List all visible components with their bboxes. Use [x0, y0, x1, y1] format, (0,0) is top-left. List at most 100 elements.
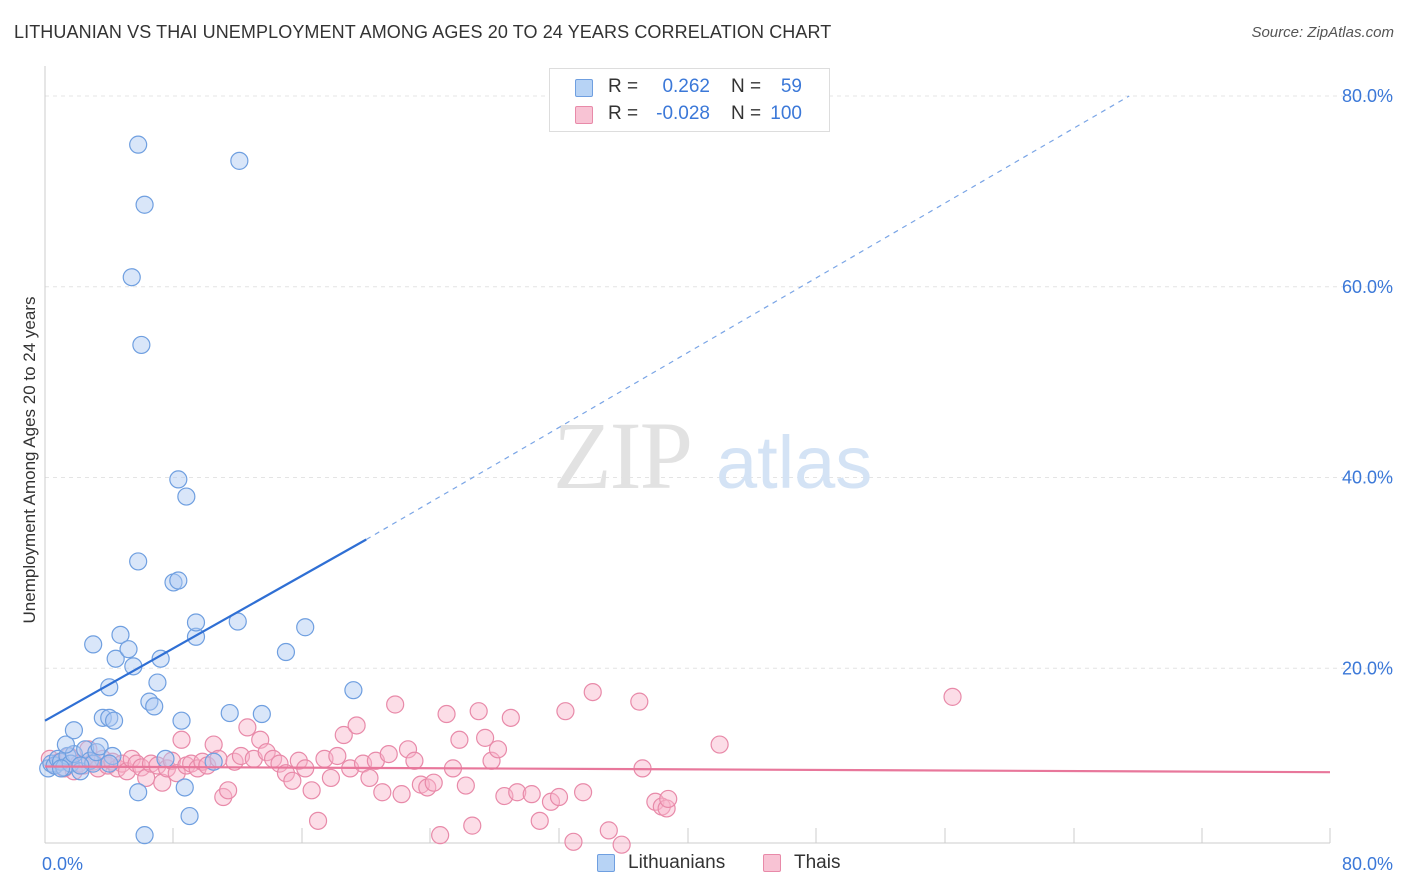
legend-r-value: -0.028: [656, 103, 710, 124]
chart-title: LITHUANIAN VS THAI UNEMPLOYMENT AMONG AG…: [14, 22, 832, 42]
thai-point: [450, 730, 469, 749]
thai-point: [392, 785, 411, 804]
lithuanian-point: [132, 335, 151, 355]
lithuanian-point: [100, 708, 119, 727]
thai-point: [238, 718, 257, 737]
bottom-legend-label-thais: Thais: [794, 852, 841, 873]
lithuanian-trend-dashed: [365, 95, 1130, 541]
thai-point: [564, 832, 583, 851]
y-tick-label: 80.0%: [1342, 86, 1393, 106]
lithuanian-point: [100, 754, 119, 773]
thai-point: [659, 789, 678, 809]
lithuanian-point: [106, 649, 125, 668]
thai-point: [943, 687, 962, 706]
watermark: ZIP atlas: [553, 402, 872, 509]
thai-point: [386, 695, 405, 714]
x-tick-label: 80.0%: [1342, 854, 1393, 874]
legend-swatch-lithuanians: [575, 79, 593, 97]
lithuanian-point: [151, 649, 170, 668]
legend-r-label: R =: [608, 103, 639, 124]
lithuanian-point: [56, 735, 75, 754]
lithuanian-point: [129, 135, 148, 154]
lithuanian-point: [90, 737, 109, 756]
thai-point: [153, 773, 172, 792]
thai-point: [219, 781, 238, 800]
lithuanian-point: [104, 711, 124, 730]
thai-point: [488, 740, 508, 759]
lithuanian-point: [64, 721, 84, 740]
watermark-atlas: atlas: [716, 421, 872, 504]
legend-n-value: 100: [770, 103, 802, 124]
thai-trend-line: [44, 765, 1331, 774]
grid-lines: [45, 95, 1392, 669]
thai-point: [630, 692, 649, 711]
lithuanian-point: [169, 470, 188, 489]
lithuanian-point: [204, 752, 223, 771]
thai-point: [276, 764, 296, 783]
thai-point: [334, 725, 353, 745]
thai-point: [657, 799, 676, 818]
thai-point: [373, 783, 392, 802]
thai-point: [501, 708, 520, 727]
lithuanian-point: [51, 759, 71, 778]
thai-point: [522, 785, 541, 804]
lithuanian-point: [175, 778, 194, 797]
thai-point: [347, 716, 366, 735]
legend-n-label: N =: [731, 76, 762, 97]
legend-r-value: 0.262: [662, 76, 710, 97]
lithuanian-point: [148, 673, 167, 692]
lithuanian-point: [344, 681, 363, 700]
legend-n-value: 59: [780, 76, 802, 97]
thai-point: [172, 730, 191, 749]
thai-point: [508, 783, 527, 802]
lithuanian-point: [135, 195, 154, 214]
y-axis-label: Unemployment Among Ages 20 to 24 years: [20, 296, 39, 624]
lithuanian-point: [220, 703, 239, 723]
thai-point: [308, 811, 328, 830]
y-tick-label: 40.0%: [1342, 468, 1393, 488]
watermark-zip: ZIP: [553, 402, 691, 509]
thai-point: [283, 771, 302, 790]
trend-lines: [44, 95, 1331, 774]
thai-point: [456, 776, 475, 795]
lithuanian-point: [276, 642, 296, 662]
lithuanian-point: [296, 618, 315, 637]
bottom-legend-label-lithuanians: Lithuanians: [628, 852, 726, 873]
lithuanian-points: [39, 135, 363, 845]
lithuanian-point: [93, 708, 112, 727]
lithuanian-point: [111, 625, 130, 644]
thai-point: [257, 743, 276, 762]
legend-swatch-thais: [575, 106, 593, 124]
lithuanian-point: [169, 571, 188, 590]
thai-point: [556, 702, 575, 721]
legend-row-lithuanians: R = 0.262 N = 59: [550, 73, 829, 101]
thai-point: [398, 740, 418, 759]
thai-point: [321, 768, 341, 788]
thai-point: [360, 768, 379, 788]
thai-point: [599, 821, 618, 840]
thai-point: [612, 835, 631, 854]
lithuanian-point: [129, 552, 148, 571]
lithuanian-point: [135, 826, 154, 845]
bottom-legend-swatch-thais: [763, 854, 781, 872]
thai-point: [405, 751, 424, 770]
lithuanian-point: [180, 806, 199, 826]
lithuanian-point: [230, 151, 249, 170]
axes: [44, 66, 1331, 844]
source-label: Source: ZipAtlas.com: [1251, 24, 1394, 41]
thai-point: [431, 826, 450, 845]
legend-n-label: N =: [731, 103, 762, 124]
bottom-legend-swatch-lithuanians: [597, 854, 615, 872]
thai-point: [530, 811, 549, 830]
thai-point: [424, 773, 443, 792]
thai-point: [573, 783, 593, 802]
thai-point: [583, 682, 602, 702]
thai-point: [302, 781, 321, 800]
lithuanian-point: [119, 640, 138, 659]
thai-point: [379, 744, 398, 764]
thai-point: [437, 704, 456, 724]
thai-point: [463, 816, 482, 835]
tick-labels: 20.0% 40.0% 60.0% 80.0% 0.0% 80.0%: [42, 86, 1393, 874]
thai-points: [40, 682, 962, 854]
